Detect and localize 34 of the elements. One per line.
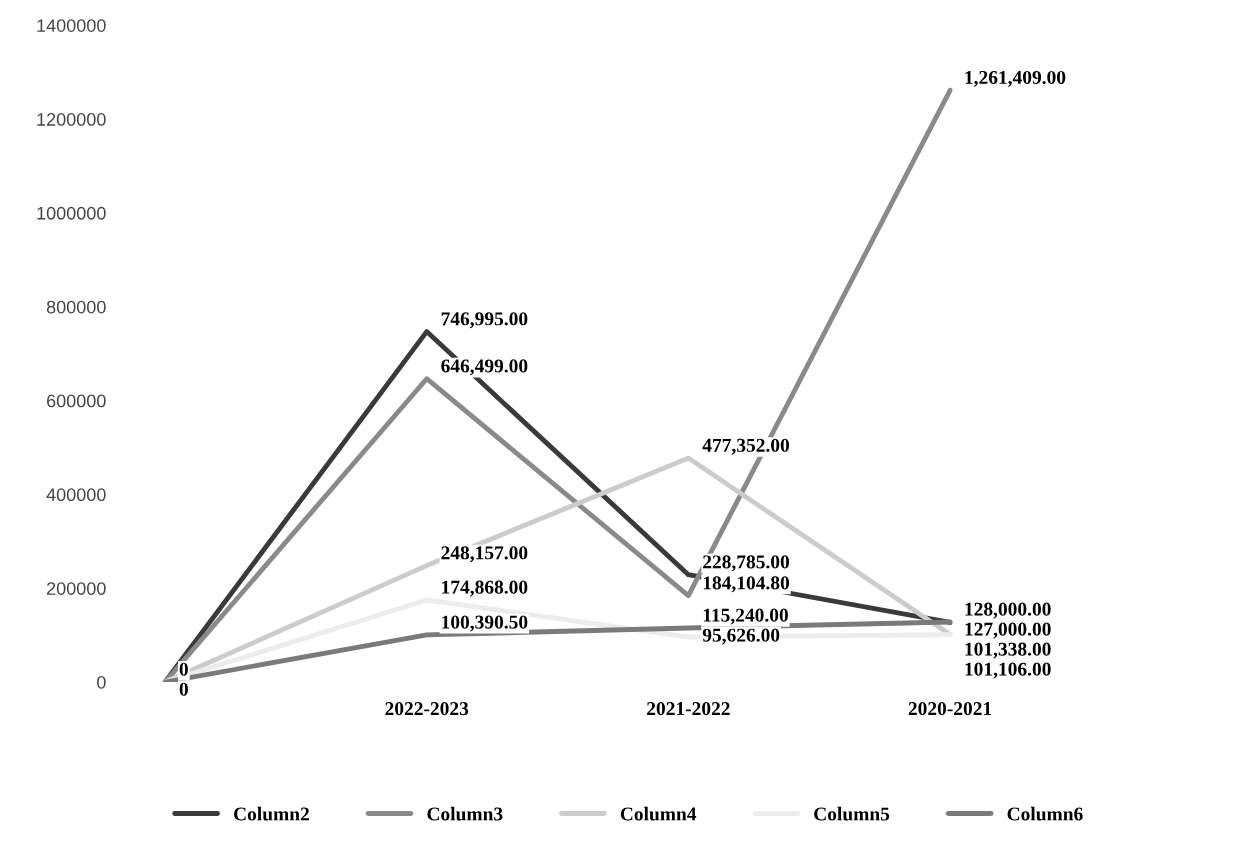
data-label: 128,000.00 <box>965 602 1051 619</box>
legend-label: Column6 <box>1007 806 1083 821</box>
data-label: 101,338.00 <box>965 642 1051 659</box>
x-tick-label: 2020-2021 <box>908 702 992 716</box>
data-label: 1,261,409.00 <box>965 70 1066 87</box>
data-label: 100,390.50 <box>442 615 528 632</box>
y-tick-label: 600000 <box>47 394 106 408</box>
data-label: 0 <box>179 682 188 696</box>
y-tick-label: 1400000 <box>37 19 106 32</box>
legend-label: Column3 <box>427 806 503 821</box>
y-tick-label: 0 <box>97 675 106 689</box>
x-tick-label: 2021-2022 <box>647 702 730 716</box>
x-tick-label: 2022-2023 <box>385 702 469 716</box>
data-label: 0 <box>179 662 188 676</box>
y-tick-label: 800000 <box>46 300 106 314</box>
y-tick-label: 1200000 <box>37 113 106 126</box>
legend-label: Column4 <box>620 806 697 821</box>
y-tick-label: 400000 <box>46 488 106 502</box>
y-tick-label: 200000 <box>47 582 106 595</box>
data-label: 746,995.00 <box>441 312 528 329</box>
line-series <box>162 87 953 683</box>
data-label: 248,157.00 <box>441 546 528 563</box>
data-label: 174,868.00 <box>442 580 528 597</box>
data-label: 115,240.00 <box>703 608 788 625</box>
data-label: 477,352.00 <box>702 438 790 455</box>
data-label: 228,785.00 <box>703 555 790 572</box>
y-tick-label: 1000000 <box>37 206 106 220</box>
data-label: 95,626.00 <box>702 628 780 645</box>
legend-label: Column5 <box>814 806 890 821</box>
legend-label: Column2 <box>234 806 309 821</box>
data-label: 127,000.00 <box>965 622 1051 639</box>
data-label: 184,104.80 <box>703 576 790 593</box>
data-label: 101,106.00 <box>965 662 1051 679</box>
data-label: 646,499.00 <box>441 359 528 376</box>
